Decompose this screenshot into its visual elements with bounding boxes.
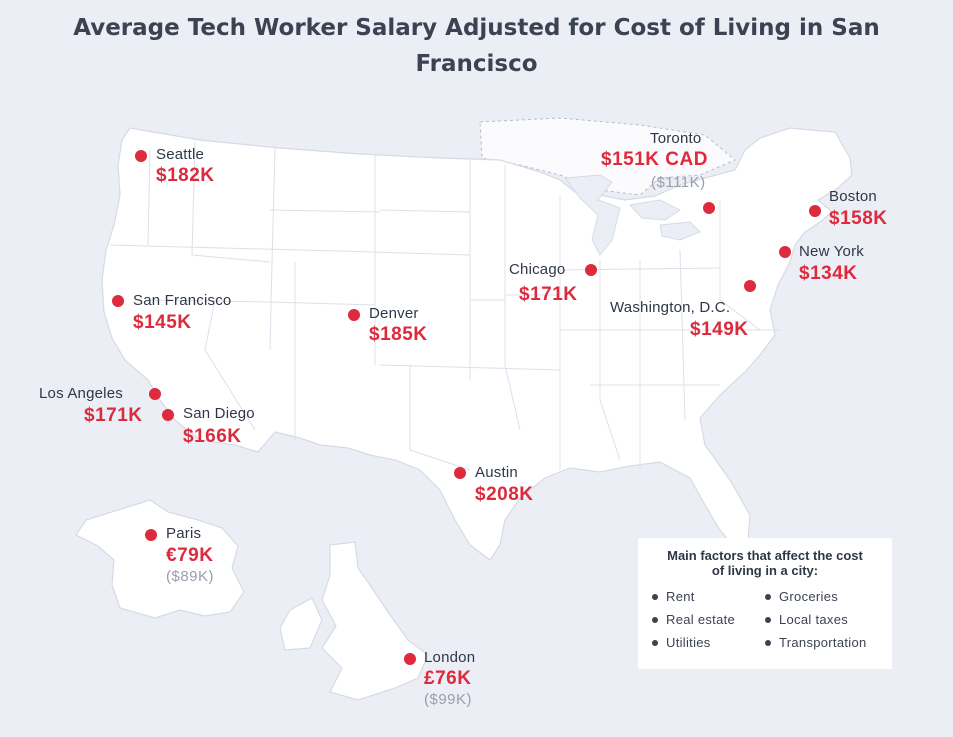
legend-box: Main factors that affect the cost of liv… xyxy=(638,538,892,669)
san-francisco-label: San Francisco xyxy=(133,292,232,309)
denver-label: Denver xyxy=(369,305,419,322)
toronto-usd: ($111K) xyxy=(651,174,706,191)
ireland-landmass xyxy=(279,597,323,651)
legend-item-real-estate: Real estate xyxy=(652,612,735,627)
austin-label: Austin xyxy=(475,464,518,481)
washington-marker[interactable] xyxy=(744,280,756,292)
london-label: London xyxy=(424,649,476,666)
boston-salary: $158K xyxy=(829,208,888,229)
bullet-icon xyxy=(652,593,658,600)
austin-marker[interactable] xyxy=(454,467,466,479)
los-angeles-marker[interactable] xyxy=(149,388,161,400)
legend-title-line-2: of living in a city: xyxy=(711,563,819,578)
britain-landmass xyxy=(321,541,429,701)
paris-salary: €79K xyxy=(166,545,214,566)
boston-marker[interactable] xyxy=(809,205,821,217)
seattle-marker[interactable] xyxy=(135,150,147,162)
legend-title: Main factors that affect the cost of liv… xyxy=(638,548,892,578)
denver-marker[interactable] xyxy=(348,309,360,321)
san-diego-salary: $166K xyxy=(183,426,242,447)
paris-marker[interactable] xyxy=(145,529,157,541)
great-lakes xyxy=(564,174,701,256)
toronto-label: Toronto xyxy=(650,130,702,147)
los-angeles-label: Los Angeles xyxy=(39,385,123,402)
washington-salary: $149K xyxy=(690,319,749,340)
toronto-marker[interactable] xyxy=(703,202,715,214)
chicago-marker[interactable] xyxy=(585,264,597,276)
austin-salary: $208K xyxy=(475,484,534,505)
new-york-salary: $134K xyxy=(799,263,858,284)
legend-item-transportation: Transportation xyxy=(765,635,867,650)
london-salary: £76K xyxy=(424,668,472,689)
san-diego-marker[interactable] xyxy=(162,409,174,421)
seattle-salary: $182K xyxy=(156,165,215,186)
state-borders xyxy=(109,141,780,471)
legend-item-local-taxes: Local taxes xyxy=(765,612,848,627)
san-francisco-salary: $145K xyxy=(133,312,192,333)
bullet-icon xyxy=(765,593,771,600)
title-line-1: Average Tech Worker Salary Adjusted for … xyxy=(73,15,880,41)
france-landmass xyxy=(75,499,245,619)
chicago-label: Chicago xyxy=(509,261,566,278)
page-title: Average Tech Worker Salary Adjusted for … xyxy=(0,10,953,82)
bullet-icon xyxy=(765,616,771,623)
san-diego-label: San Diego xyxy=(183,405,255,422)
legend-title-line-1: Main factors that affect the cost xyxy=(667,548,863,563)
bullet-icon xyxy=(652,616,658,623)
boston-label: Boston xyxy=(829,188,877,205)
denver-salary: $185K xyxy=(369,324,428,345)
paris-usd: ($89K) xyxy=(166,568,215,585)
bullet-icon xyxy=(765,639,771,646)
paris-label: Paris xyxy=(166,525,202,542)
legend-item-groceries: Groceries xyxy=(765,589,838,604)
chicago-salary: $171K xyxy=(519,284,578,305)
toronto-salary: $151K CAD xyxy=(601,149,708,170)
legend-item-utilities: Utilities xyxy=(652,635,711,650)
washington-label: Washington, D.C. xyxy=(610,299,731,316)
san-francisco-marker[interactable] xyxy=(112,295,124,307)
new-york-label: New York xyxy=(799,243,864,260)
bullet-icon xyxy=(652,639,658,646)
title-line-2: Francisco xyxy=(415,51,538,77)
seattle-label: Seattle xyxy=(156,146,205,163)
legend-item-rent: Rent xyxy=(652,589,695,604)
london-marker[interactable] xyxy=(404,653,416,665)
canada-region xyxy=(479,117,736,196)
london-usd: ($99K) xyxy=(424,691,473,708)
new-york-marker[interactable] xyxy=(779,246,791,258)
los-angeles-salary: $171K xyxy=(84,405,143,426)
